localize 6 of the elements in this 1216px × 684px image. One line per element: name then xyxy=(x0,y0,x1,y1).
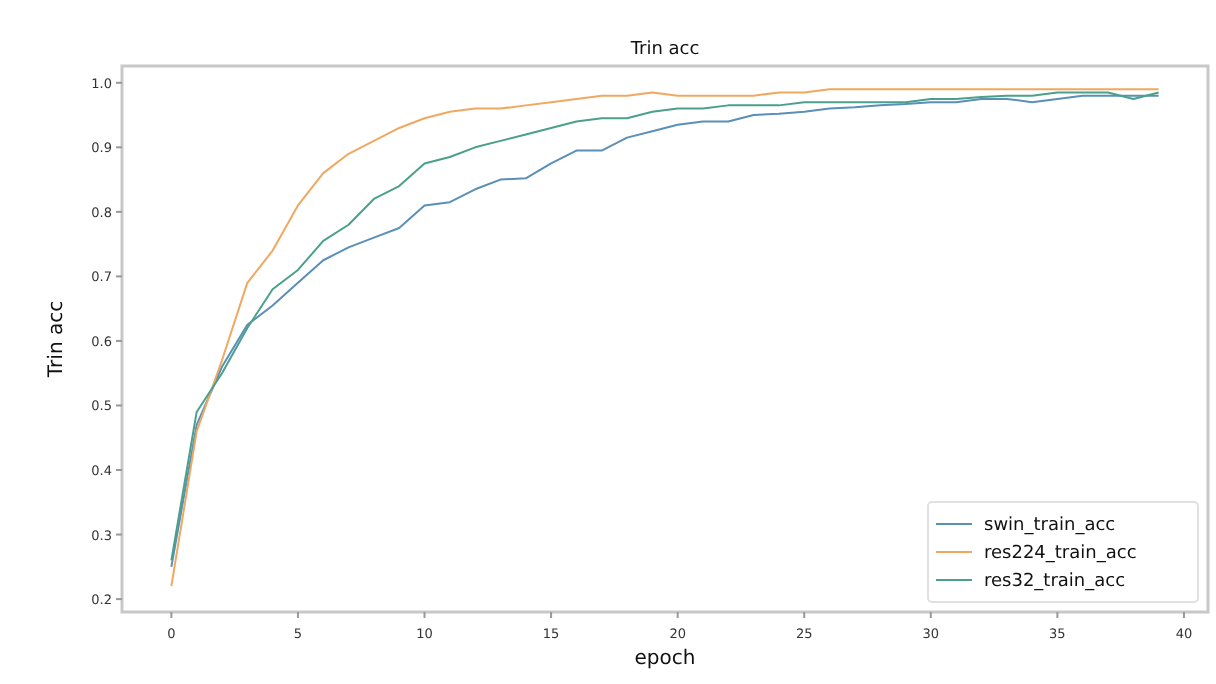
y-axis-title: Trin acc xyxy=(46,300,68,380)
chart-title: Trin acc xyxy=(628,40,700,60)
x-axis-title: epoch xyxy=(634,648,696,670)
legend-label: res224_train_acc xyxy=(984,544,1137,564)
legend-label: swin_train_acc xyxy=(984,516,1116,536)
legend-label: res32_train_acc xyxy=(984,572,1126,592)
